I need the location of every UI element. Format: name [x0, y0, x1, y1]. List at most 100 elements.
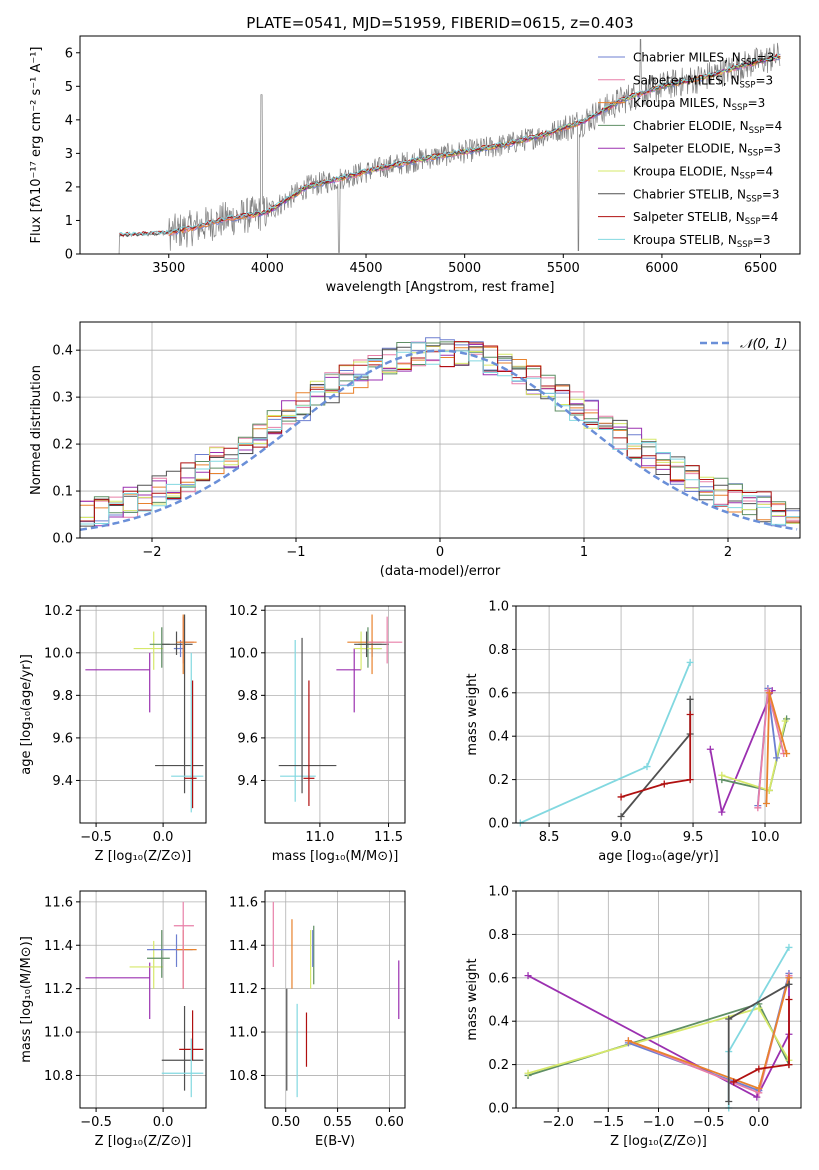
- age_vs_mass-ytick-label: 9.4: [237, 774, 258, 789]
- legend-label-sub: SSP: [745, 217, 761, 227]
- age_vs_z-ytick-label: 10.0: [44, 646, 73, 661]
- residuals-xtick-label: 1: [580, 545, 588, 560]
- age_vs_mass-frame: [264, 605, 406, 824]
- residuals-ytick-label: 0.1: [52, 485, 73, 500]
- age_vs_mass-ytick-label: 9.6: [237, 731, 258, 746]
- weight_vs_z-plus-marker: [785, 980, 793, 988]
- spectrum-frame: [79, 35, 801, 255]
- legend-label-main: Kroupa ELODIE, N: [633, 165, 740, 179]
- mass_vs_ebv-ytick-label: 10.8: [229, 1069, 258, 1084]
- residuals-xtick-label: −2: [142, 545, 161, 560]
- weight_vs_age-series-line: [519, 662, 692, 823]
- age_vs_z-ytick-label: 9.8: [52, 689, 73, 704]
- age_vs_z-point: [85, 652, 151, 713]
- legend-label-sub: SSP: [749, 126, 765, 136]
- age_vs_z-point: [161, 631, 193, 655]
- weight_vs_z-plus-marker: [755, 1065, 763, 1073]
- residuals-xtick-label: 2: [724, 545, 732, 560]
- age_vs_z-frame: [79, 605, 207, 824]
- weight_vs_age-plus-marker: [686, 776, 694, 784]
- weight_vs_age-plus-marker: [686, 695, 694, 703]
- weight_vs_z-xtick-label: −1.0: [643, 1115, 675, 1130]
- age_vs_z-point: [171, 652, 204, 813]
- spectrum-model-line: [168, 55, 781, 236]
- weight_vs_age-ytick-label: 0.6: [488, 686, 509, 701]
- weight_vs_age-ytick-label: 0.2: [488, 773, 509, 788]
- weight_vs_z-series-line: [733, 999, 790, 1083]
- weight_vs_age-plus-marker: [686, 711, 694, 718]
- weight_vs_z-ytick-label: 0.0: [488, 1102, 509, 1117]
- age_vs_z-point: [155, 614, 204, 794]
- spectrum-xtick-label: 6500: [744, 261, 777, 276]
- age_vs_z-point: [176, 614, 197, 675]
- residuals-xtick-label: 0: [436, 545, 444, 560]
- residuals-ytick-label: 0.0: [52, 532, 73, 547]
- age_vs_mass-xtick-label: 11.0: [305, 830, 334, 845]
- mass_vs_ebv-ytick-label: 11.6: [229, 895, 258, 910]
- weight_vs_age-plus-marker: [718, 771, 726, 779]
- weight_vs_z-plus-marker: [725, 1015, 733, 1023]
- legend-entry-label: Chabrier MILES, NSSP=3: [633, 51, 774, 68]
- age_vs_mass-point: [280, 640, 316, 802]
- weight_vs_age-plus-marker: [643, 763, 651, 771]
- mass_vs_z-xtick-label: −0.5: [80, 1115, 112, 1130]
- mass_vs_z-xtick-label: 0.0: [153, 1115, 174, 1130]
- legend-entry-label: Chabrier ELODIE, NSSP=4: [633, 119, 782, 136]
- legend-label-tail: =3: [755, 73, 773, 87]
- mass_vs_ebv-xlabel: E(B-V): [315, 1134, 355, 1149]
- age_vs_mass-point: [303, 680, 315, 806]
- weight_vs_z-plus-marker: [755, 1084, 763, 1092]
- age_vs_z-ytick-label: 10.2: [44, 604, 73, 619]
- spectrum-xtick-label: 3500: [152, 261, 185, 276]
- mass_vs_z-point: [161, 1006, 204, 1091]
- legend-label-sub: SSP: [737, 240, 753, 250]
- age_vs_z-ylabel: age [log₁₀(age/yr)]: [19, 654, 34, 775]
- weight_vs_age-plus-marker: [686, 658, 694, 666]
- spectrum-model-line: [119, 53, 781, 237]
- age_vs_mass-point: [278, 637, 337, 794]
- spectrum-ytick-label: 5: [65, 80, 73, 95]
- legend-label-tail: =3: [757, 51, 775, 65]
- weight_vs_age-plus-marker: [781, 717, 789, 725]
- mass_vs_z-ytick-label: 11.4: [44, 939, 73, 954]
- residuals-xlabel: (data-model)/error: [380, 564, 501, 579]
- legend-entry-label: Salpeter STELIB, NSSP=4: [633, 210, 778, 227]
- age_vs_mass-point: [367, 616, 403, 664]
- weight_vs_age-ytick-label: 1.0: [488, 600, 509, 615]
- residual-histogram-step: [80, 345, 800, 524]
- age_vs_mass-ytick-label: 10.0: [229, 646, 258, 661]
- weight_vs_age-plus-marker: [765, 689, 773, 697]
- legend-label-main: Salpeter MILES, N: [633, 73, 740, 87]
- weight_vs_z-xlabel: Z [log₁₀(Z/Z⊙)]: [610, 1134, 707, 1149]
- residuals-frame: [79, 321, 801, 539]
- spectrum-xtick-label: 6000: [645, 261, 678, 276]
- legend-label-main: Kroupa MILES, N: [633, 96, 732, 110]
- weight_vs_z-plus-marker: [524, 1069, 532, 1077]
- legend-label-tail: =3: [762, 187, 780, 201]
- spectrum-xtick-label: 4000: [251, 261, 284, 276]
- age_vs_mass-point: [354, 631, 382, 670]
- residuals-xtick-label: −1: [286, 545, 305, 560]
- weight_vs_age-plus-marker: [773, 754, 781, 762]
- weight_vs_age-xtick-label: 9.0: [611, 830, 632, 845]
- weight_vs_z-plus-marker: [524, 972, 532, 980]
- spectrum-model-line: [119, 53, 781, 237]
- legend-label-main: Salpeter STELIB, N: [633, 210, 745, 224]
- age_vs_z-point: [133, 631, 164, 670]
- age_vs_mass-ytick-label: 9.8: [237, 689, 258, 704]
- spectrum-ytick-label: 4: [65, 113, 73, 128]
- weight_vs_age-xtick-label: 10.0: [751, 830, 780, 845]
- spectrum-ytick-label: 0: [65, 248, 73, 263]
- weight_vs_age-series-line: [620, 714, 692, 798]
- mass_vs_z-ytick-label: 10.8: [44, 1069, 73, 1084]
- normal-legend-label: 𝒩(0, 1): [740, 337, 787, 352]
- mass_vs_z-ytick-label: 11.2: [44, 982, 73, 997]
- legend-label-main: Chabrier ELODIE, N: [633, 119, 749, 133]
- weight_vs_z-plus-marker: [785, 943, 793, 951]
- age_vs_z-ytick-label: 9.4: [52, 774, 73, 789]
- spectrum-model-line: [247, 53, 781, 218]
- legend-label-sub: SSP: [747, 149, 763, 159]
- mass_vs_z-ytick-label: 11.0: [44, 1026, 73, 1041]
- age_vs_z-xlabel: Z [log₁₀(Z/Z⊙)]: [95, 849, 192, 864]
- mass_vs_ebv-ytick-label: 11.0: [229, 1026, 258, 1041]
